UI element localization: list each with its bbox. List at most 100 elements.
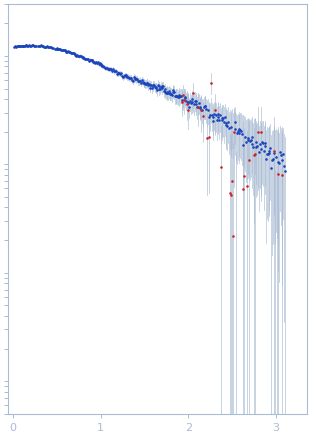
Point (58, 46, 63, 53)
Point (21, 43, 26, 50)
Point (172, 93, 177, 100)
Point (222, 114, 227, 121)
Point (212, 111, 217, 118)
Point (269, 164, 274, 171)
Point (124, 73, 129, 80)
Point (226, 125, 231, 132)
Point (275, 159, 280, 166)
Point (139, 77, 144, 84)
Point (236, 125, 241, 132)
Point (179, 98, 184, 105)
Point (262, 142, 267, 149)
Point (60, 47, 65, 54)
Point (160, 85, 165, 92)
Point (265, 150, 270, 157)
Point (218, 163, 223, 170)
Point (119, 73, 124, 80)
Point (112, 67, 117, 74)
Point (71, 50, 76, 57)
Point (67, 49, 72, 55)
Point (23, 42, 28, 49)
Point (254, 139, 259, 146)
Point (208, 111, 213, 118)
Point (188, 100, 193, 107)
Point (133, 76, 138, 83)
Point (37, 42, 42, 49)
Point (223, 122, 228, 129)
Point (43, 43, 48, 50)
Point (158, 85, 163, 92)
Point (141, 80, 146, 87)
Point (58, 45, 63, 52)
Point (29, 42, 34, 49)
Point (69, 49, 74, 56)
Point (137, 78, 142, 85)
Point (172, 88, 177, 95)
Point (169, 90, 174, 97)
Point (281, 162, 286, 169)
Point (231, 128, 236, 135)
Point (229, 192, 234, 199)
Point (95, 59, 100, 66)
Point (22, 42, 27, 49)
Point (206, 134, 211, 141)
Point (214, 117, 219, 124)
Point (234, 130, 239, 137)
Point (51, 44, 56, 51)
Point (190, 96, 195, 103)
Point (167, 90, 172, 97)
Point (66, 48, 71, 55)
Point (38, 42, 43, 49)
Point (107, 66, 112, 73)
Point (166, 90, 171, 97)
Point (155, 81, 160, 88)
Point (54, 45, 59, 52)
Point (221, 115, 226, 122)
Point (256, 128, 261, 135)
Point (176, 94, 181, 101)
Point (23, 42, 28, 49)
Point (103, 65, 108, 72)
Point (250, 134, 255, 141)
Point (198, 104, 203, 111)
Point (143, 80, 148, 87)
Point (126, 73, 131, 80)
Point (202, 103, 207, 110)
Point (63, 48, 68, 55)
Point (89, 57, 94, 64)
Point (186, 99, 191, 106)
Point (19, 42, 24, 49)
Point (114, 70, 119, 77)
Point (268, 145, 273, 152)
Point (134, 76, 139, 83)
Point (257, 140, 262, 147)
Point (14, 43, 19, 50)
Point (207, 113, 212, 120)
Point (183, 97, 188, 104)
Point (142, 79, 147, 86)
Point (128, 74, 133, 81)
Point (171, 88, 176, 95)
Point (132, 75, 137, 82)
Point (238, 127, 243, 134)
Point (23, 42, 28, 49)
Point (258, 129, 263, 136)
Point (248, 137, 253, 144)
Point (144, 80, 149, 87)
Point (199, 107, 204, 114)
Point (192, 97, 197, 104)
Point (177, 91, 182, 98)
Point (187, 104, 192, 111)
Point (155, 87, 160, 94)
Point (75, 52, 80, 59)
Point (52, 45, 57, 52)
Point (39, 43, 44, 50)
Point (273, 153, 278, 160)
Point (174, 92, 179, 99)
Point (102, 63, 107, 70)
Point (54, 45, 59, 52)
Point (130, 77, 135, 84)
Point (77, 52, 82, 59)
Point (225, 118, 230, 125)
Point (189, 99, 194, 106)
